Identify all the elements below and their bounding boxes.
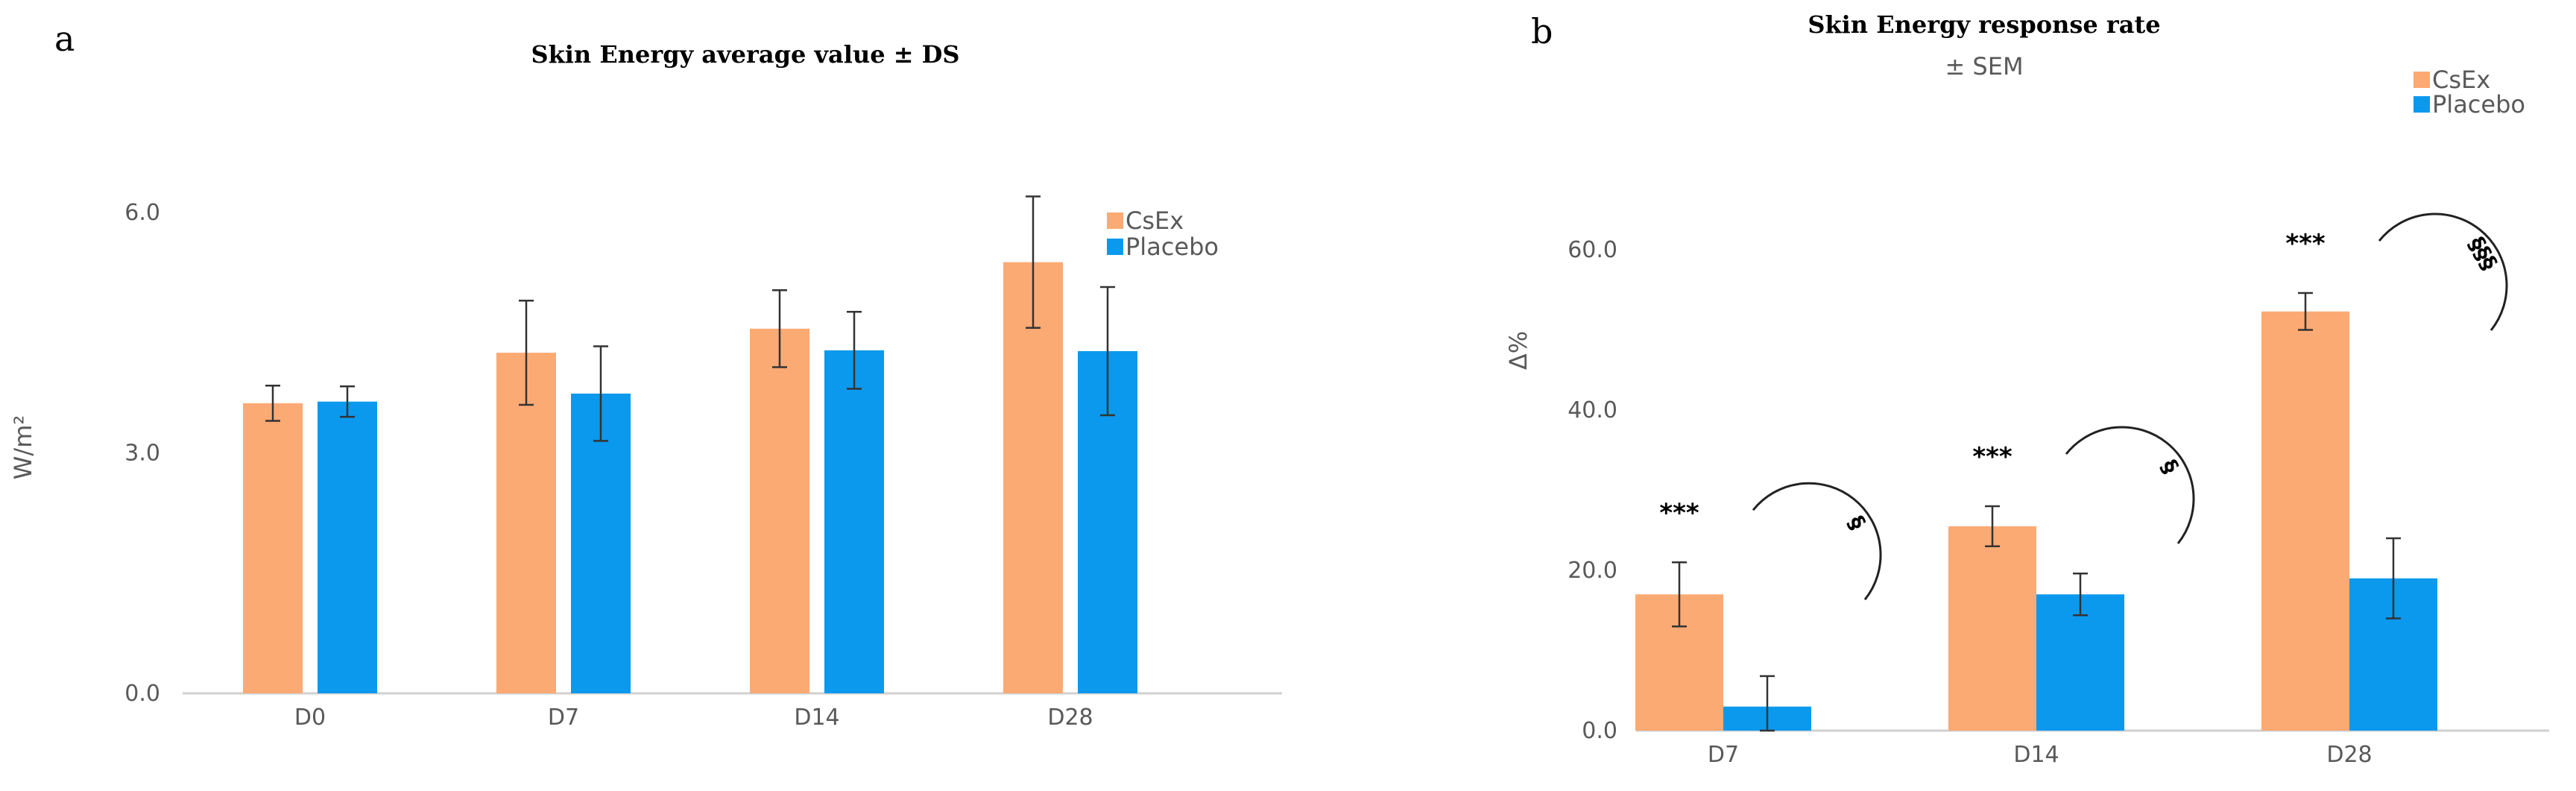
panel-a-legend-swatch-placebo bbox=[1107, 239, 1123, 255]
panel-b-y-tick-label: 0.0 bbox=[1582, 718, 1617, 744]
panel-b-letter: b bbox=[1531, 11, 1553, 51]
panel-b-legend-label-csex: CsEx bbox=[2432, 66, 2490, 94]
panel-b-significance-stars-d28: *** bbox=[2285, 229, 2326, 259]
panel-b-y-axis-label: Δ% bbox=[1504, 331, 1532, 370]
panel-a-bar-csex-d0 bbox=[243, 403, 303, 693]
panel-a-bar-csex-d7 bbox=[496, 353, 556, 693]
panel-a-bar-csex-d28 bbox=[1003, 262, 1063, 693]
panel-b-x-tick-label: D14 bbox=[2013, 742, 2059, 768]
panel-a-title: Skin Energy average value ± DS bbox=[531, 40, 959, 69]
panel-a-y-ticks: 0.0 3.0 6.0 bbox=[124, 200, 160, 707]
panel-b-legend: CsEx Placebo bbox=[2414, 66, 2525, 119]
panel-b-bar-placebo-d14 bbox=[2036, 594, 2124, 731]
panel-a-x-ticks: D0 D7 D14 D28 bbox=[294, 705, 1093, 731]
panel-a-legend-label-placebo: Placebo bbox=[1126, 233, 1219, 261]
panel-b-chart: b Skin Energy response rate ± SEM Δ% 0.0… bbox=[1504, 10, 2549, 768]
panel-a-x-tick-label: D28 bbox=[1047, 705, 1093, 731]
panel-a-y-tick-label: 6.0 bbox=[124, 200, 160, 226]
panel-a-x-tick-label: D0 bbox=[294, 705, 326, 731]
panel-b-significance-symbol-d28: §§§ bbox=[2463, 233, 2502, 274]
panel-a-bars bbox=[243, 195, 1137, 693]
panel-b-subtitle: ± SEM bbox=[1945, 52, 2023, 81]
panel-a-legend-swatch-csex bbox=[1107, 212, 1123, 229]
panel-a-bar-placebo-d0 bbox=[318, 401, 377, 693]
panel-b-annotations: *** § *** § *** §§§ bbox=[1659, 212, 2508, 601]
panel-b-y-ticks: 0.0 20.0 40.0 60.0 bbox=[1568, 237, 1617, 744]
panel-b-y-tick-label: 40.0 bbox=[1568, 397, 1617, 423]
panel-a-x-tick-label: D14 bbox=[794, 705, 839, 731]
panel-a-x-tick-label: D7 bbox=[548, 705, 579, 731]
panel-b-bars bbox=[1635, 291, 2437, 732]
panel-b-significance-symbol-d7: § bbox=[1842, 511, 1870, 534]
panel-b-bar-csex-d28 bbox=[2261, 311, 2349, 731]
panel-b-comparison-arc-d7 bbox=[1752, 482, 1882, 601]
panel-b-title: Skin Energy response rate bbox=[1808, 10, 2160, 39]
panel-a-chart: a Skin Energy average value ± DS W/m² 0.… bbox=[9, 19, 1282, 731]
panel-b-y-tick-label: 60.0 bbox=[1568, 237, 1617, 263]
panel-a-y-tick-label: 3.0 bbox=[124, 441, 160, 467]
panel-b-comparison-arc-d28 bbox=[2378, 212, 2508, 331]
panel-b-legend-swatch-csex bbox=[2414, 72, 2430, 88]
panel-a-bar-placebo-d7 bbox=[571, 393, 631, 693]
panel-b-x-ticks: D7 D14 D28 bbox=[1708, 742, 2373, 768]
panel-a-letter: a bbox=[54, 19, 75, 59]
panel-b-significance-symbol-d14: § bbox=[2155, 456, 2183, 478]
panel-b-significance-stars-d14: *** bbox=[1972, 442, 2012, 472]
panel-b-legend-swatch-placebo bbox=[2414, 96, 2430, 113]
panel-b-bar-csex-d14 bbox=[1948, 526, 2036, 731]
panel-b-x-tick-label: D7 bbox=[1708, 742, 1739, 768]
panel-a-y-tick-label: 0.0 bbox=[124, 681, 160, 707]
panel-a-bar-placebo-d14 bbox=[824, 350, 884, 693]
panel-b-legend-label-placebo: Placebo bbox=[2432, 90, 2525, 119]
panel-a-legend-label-csex: CsEx bbox=[1126, 207, 1184, 235]
panel-b-y-tick-label: 20.0 bbox=[1568, 558, 1617, 584]
panel-b-significance-stars-d7: *** bbox=[1659, 498, 1699, 528]
panel-a-y-axis-label: W/m² bbox=[9, 415, 37, 479]
panel-b-x-tick-label: D28 bbox=[2326, 742, 2372, 768]
panel-a-legend: CsEx Placebo bbox=[1107, 207, 1219, 261]
panel-b-comparison-arc-d14 bbox=[2065, 426, 2195, 544]
panel-a-bar-csex-d14 bbox=[750, 328, 809, 693]
